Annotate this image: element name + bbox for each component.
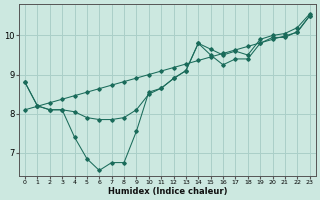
X-axis label: Humidex (Indice chaleur): Humidex (Indice chaleur) xyxy=(108,187,227,196)
